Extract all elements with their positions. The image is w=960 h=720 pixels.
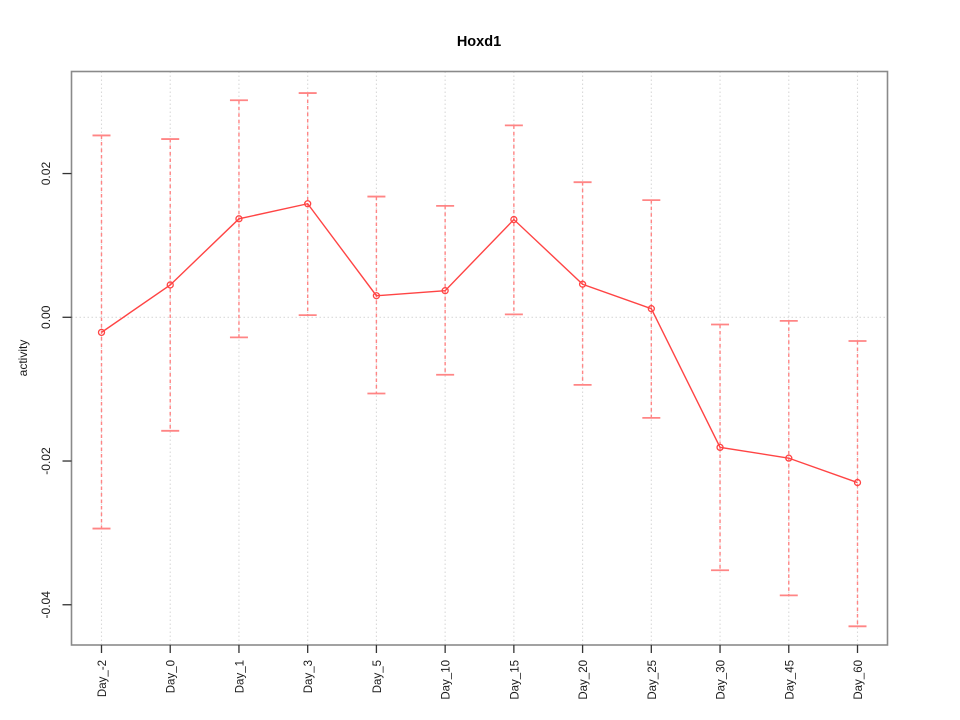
chart-title: Hoxd1 <box>456 34 502 50</box>
y-tick-label: 0.00 <box>39 305 53 329</box>
x-tick-label: Day_10 <box>441 660 453 700</box>
x-tick-label: Day_1 <box>234 660 246 693</box>
plot-border <box>70 70 889 646</box>
x-tick-label: Day_30 <box>716 660 728 700</box>
x-tick-label: Day_0 <box>166 660 178 693</box>
data-point <box>166 281 174 289</box>
data-point <box>304 200 312 208</box>
y-tick-label: -0.02 <box>39 447 53 475</box>
x-tick-label: Day_25 <box>647 660 659 700</box>
x-tick-label: Day_20 <box>578 660 590 700</box>
x-tick-label: Day_45 <box>784 660 796 700</box>
data-point <box>853 478 862 487</box>
data-point <box>716 443 724 452</box>
data-point <box>578 280 587 288</box>
x-tick-label: Day_60 <box>853 660 865 700</box>
data-point <box>647 305 655 313</box>
data-point <box>372 292 381 300</box>
x-tick-label: Day_15 <box>509 660 521 700</box>
x-tick-label: Day_3 <box>303 660 315 693</box>
y-tick-label: -0.04 <box>39 591 53 619</box>
data-point <box>510 215 518 224</box>
data-point <box>235 215 243 223</box>
data-point <box>785 454 793 462</box>
data-point <box>97 328 106 337</box>
data-point <box>441 287 449 295</box>
series-line <box>101 202 858 484</box>
y-tick-label: 0.02 <box>39 162 53 186</box>
x-tick-label: Day_5 <box>372 660 384 693</box>
x-tick-label: Day_-2 <box>97 660 109 697</box>
